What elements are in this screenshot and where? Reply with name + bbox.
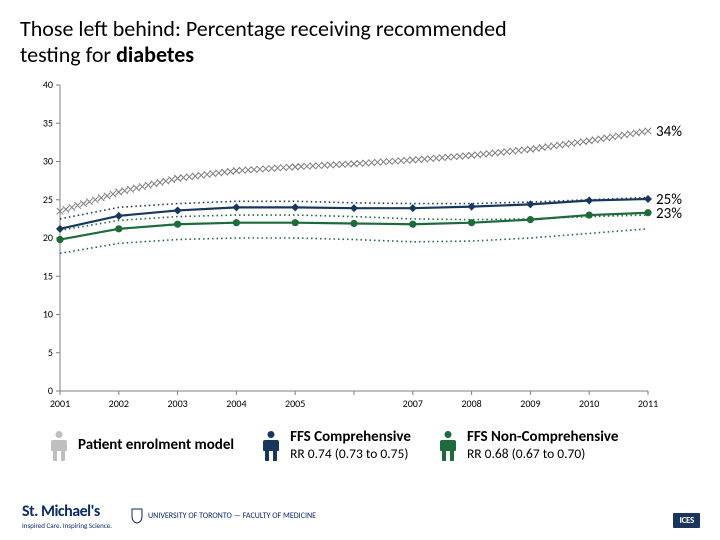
svg-text:2009: 2009 [520,397,540,410]
legend-label-ffs-comp: FFS Comprehensive RR 0.74 (0.73 to 0.75) [290,429,411,464]
line-chart: 0 5 10 15 20 25 30 35 40 2001 2002 2003 2004 2005 2007… [24,79,704,419]
chart-svg: 0 5 10 15 20 25 30 35 40 2001 2002 2003 2004 2005 2007… [24,79,704,419]
legend-sub-text: RR 0.68 (0.67 to 0.70) [467,445,585,462]
person-icon [437,429,459,463]
svg-text:2008: 2008 [461,397,481,410]
legend-label-text: Patient enrolment model [78,436,234,454]
legend-item-ffs-comp: FFS Comprehensive RR 0.74 (0.73 to 0.75) [260,429,411,464]
legend-label-text: FFS Non-Comprehensive [467,428,618,446]
title-line2-prefix: testing for [20,41,116,68]
svg-text:2007: 2007 [403,397,423,410]
logo-text: ICES [679,515,694,526]
svg-text:25: 25 [43,193,53,206]
svg-text:2004: 2004 [226,397,246,410]
svg-text:40: 40 [43,79,53,91]
svg-text:20: 20 [43,231,53,244]
svg-text:2011: 2011 [638,397,658,410]
svg-text:2001: 2001 [50,397,70,410]
footer-logos: St. Michael's Inspired Care. Inspiring S… [22,502,316,530]
crest-icon [130,508,144,524]
svg-text:10: 10 [43,307,53,320]
legend-label-ffs-noncomp: FFS Non-Comprehensive RR 0.68 (0.67 to 0… [467,429,618,464]
svg-text:2002: 2002 [109,397,129,410]
legend: Patient enrolment model FFS Comprehensiv… [20,429,700,464]
title-line2-bold: diabetes [116,41,194,68]
person-icon [48,429,70,463]
slide: Those left behind: Percentage receiving … [0,0,720,540]
logo-text: UNIVERSITY OF TORONTO — FACULTY OF MEDIC… [148,511,316,521]
svg-text:34%: 34% [656,123,682,141]
slide-title: Those left behind: Percentage receiving … [20,16,700,69]
svg-text:2005: 2005 [285,397,305,410]
utoronto-logo: UNIVERSITY OF TORONTO — FACULTY OF MEDIC… [130,508,316,524]
svg-text:2003: 2003 [167,397,187,410]
logo-text: St. Michael's [22,502,100,521]
legend-label-enrolment: Patient enrolment model [78,437,234,454]
legend-sub-text: RR 0.74 (0.73 to 0.75) [290,445,408,462]
legend-item-enrolment: Patient enrolment model [48,429,234,463]
legend-item-ffs-noncomp: FFS Non-Comprehensive RR 0.68 (0.67 to 0… [437,429,618,464]
person-icon [260,429,282,463]
ices-logo: ICES [673,513,700,528]
logo-tagline: Inspired Care. Inspiring Science. [22,521,112,530]
legend-label-text: FFS Comprehensive [290,428,411,446]
svg-text:23%: 23% [656,205,682,223]
svg-text:0: 0 [48,384,53,397]
stmichaels-logo: St. Michael's Inspired Care. Inspiring S… [22,502,112,530]
svg-text:2010: 2010 [579,397,599,410]
svg-text:15: 15 [43,269,53,282]
svg-text:35: 35 [43,116,53,129]
svg-text:30: 30 [43,154,53,167]
svg-text:5: 5 [48,346,53,359]
title-line1: Those left behind: Percentage receiving … [20,15,507,42]
